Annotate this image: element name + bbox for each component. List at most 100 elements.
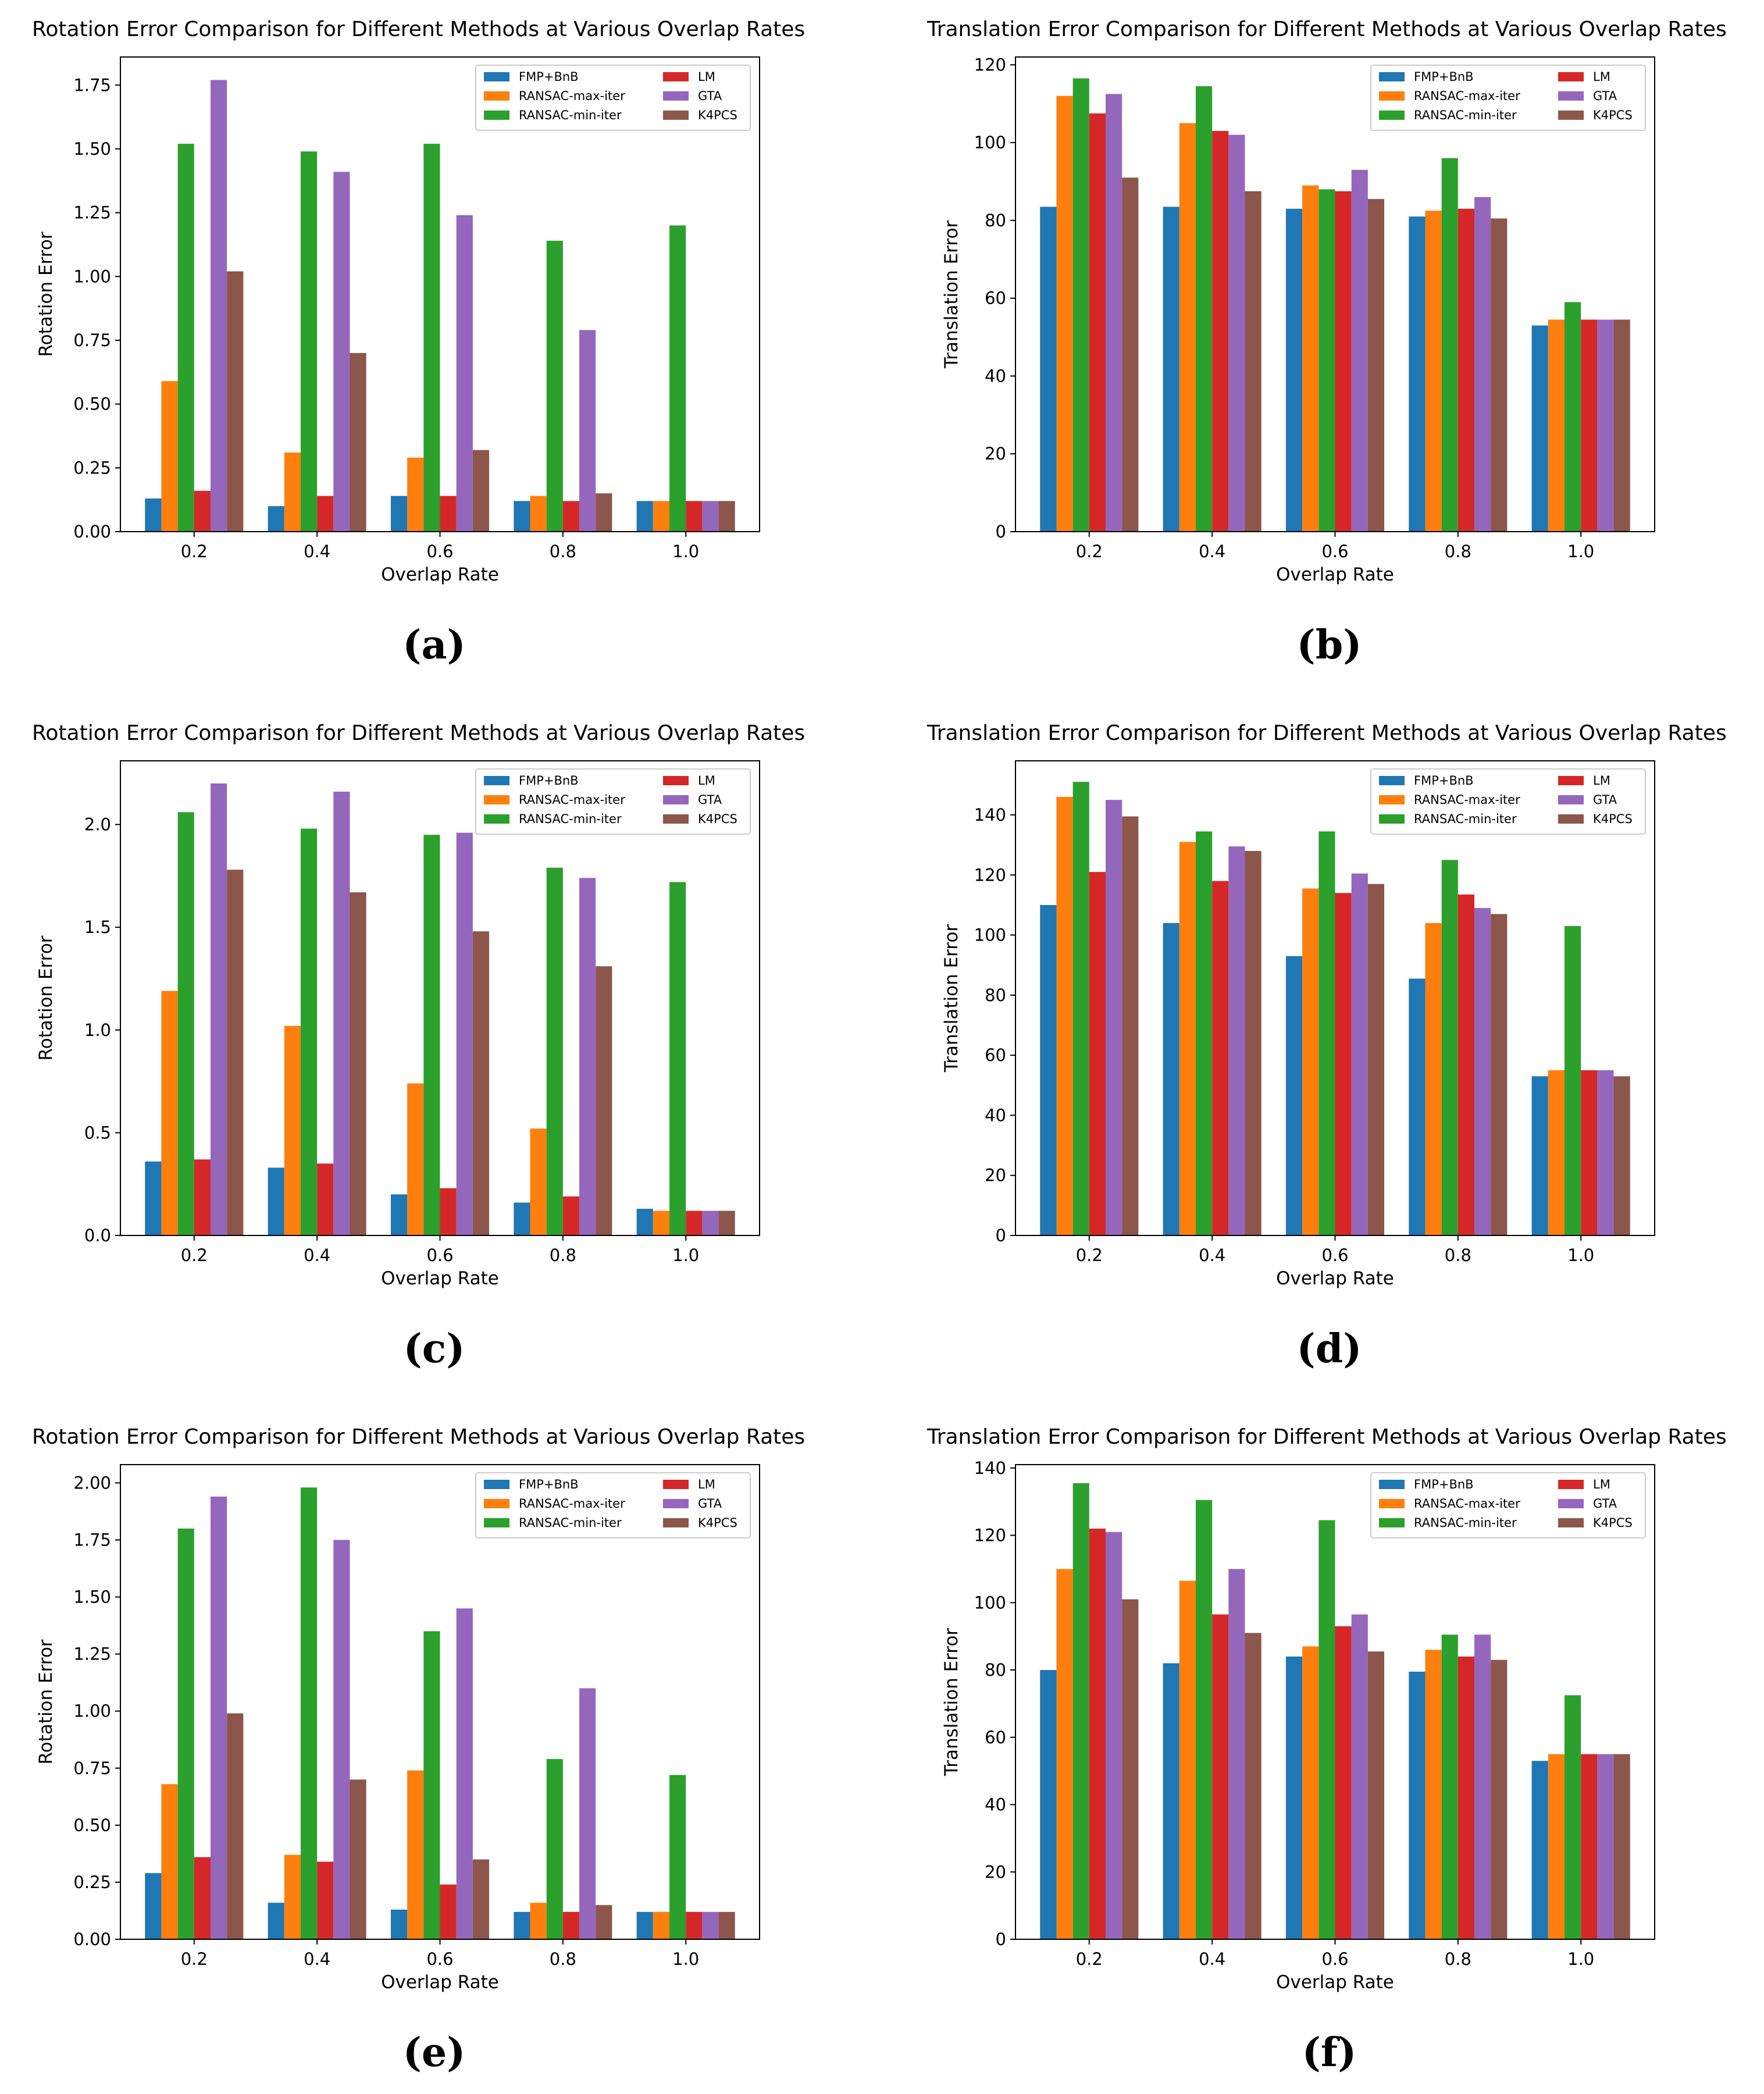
bar-k4pcs-0-8 (1491, 218, 1508, 532)
bar-fmp-bnb-0-8 (1409, 1671, 1426, 1939)
legend-label: K4PCS (1593, 812, 1633, 826)
legend-label: RANSAC-max-iter (1414, 1497, 1520, 1511)
bar-fmp-bnb-0-8 (1409, 978, 1426, 1235)
y-tick-label: 60 (985, 289, 1006, 308)
y-tick-label: 80 (985, 1660, 1006, 1680)
chart-panel-f: Translation Error Comparison for Differe… (926, 1425, 1727, 2076)
bar-ransac-max-iter-1-0 (1548, 319, 1565, 532)
x-tick-label: 1.0 (672, 1949, 699, 1969)
x-tick-label: 1.0 (672, 1245, 699, 1265)
legend-swatch-gta (663, 795, 689, 804)
bar-ransac-max-iter-0-8 (1425, 923, 1442, 1235)
bar-lm-0-2 (1089, 872, 1106, 1235)
legend-label: GTA (698, 793, 722, 807)
bar-lm-0-8 (562, 1196, 580, 1235)
bar-ransac-min-iter-0-8 (546, 867, 563, 1235)
x-tick-label: 0.4 (304, 1245, 330, 1265)
bar-lm-0-2 (1089, 1528, 1106, 1939)
legend-swatch-ransac-min-iter (1379, 1518, 1405, 1527)
bar-ransac-max-iter-1-0 (653, 501, 670, 532)
bar-ransac-max-iter-0-4 (1179, 842, 1196, 1235)
bar-fmp-bnb-0-6 (390, 1910, 408, 1939)
bar-k4pcs-1-0 (718, 1911, 735, 1939)
bar-fmp-bnb-0-6 (390, 1194, 408, 1235)
legend-label: RANSAC-max-iter (519, 1497, 625, 1511)
legend-swatch-lm (663, 72, 689, 81)
legend-swatch-ransac-min-iter (1379, 111, 1405, 120)
chart-panel-d: Translation Error Comparison for Differe… (926, 721, 1727, 1372)
panel-caption: (a) (402, 622, 465, 668)
bar-fmp-bnb-0-4 (1163, 923, 1179, 1235)
legend-swatch-k4pcs (663, 111, 689, 120)
y-tick-label: 60 (985, 1045, 1006, 1065)
bar-lm-0-6 (1335, 191, 1352, 532)
legend-label: RANSAC-min-iter (519, 812, 622, 826)
bar-lm-0-8 (1457, 894, 1475, 1235)
panel-caption: (f) (1302, 2029, 1357, 2076)
bar-k4pcs-0-6 (472, 931, 490, 1235)
y-tick-label: 80 (985, 985, 1006, 1005)
legend-label: RANSAC-max-iter (519, 793, 625, 807)
y-axis-label: Translation Error (941, 220, 962, 369)
panel-caption: (d) (1297, 1326, 1362, 1372)
panel-caption: (c) (404, 1326, 465, 1372)
bar-fmp-bnb-1-0 (1531, 325, 1548, 532)
y-tick-label: 120 (974, 55, 1006, 74)
legend-label: RANSAC-min-iter (1414, 1516, 1517, 1530)
legend-swatch-gta (663, 91, 689, 101)
x-tick-label: 1.0 (1567, 1949, 1594, 1969)
legend-swatch-ransac-max-iter (1379, 795, 1405, 804)
bar-ransac-min-iter-1-0 (1565, 302, 1581, 532)
chart-title: Translation Error Comparison for Differe… (926, 1425, 1727, 1449)
legend-label: RANSAC-min-iter (1414, 812, 1517, 826)
chart-title: Rotation Error Comparison for Different … (32, 17, 805, 41)
bar-ransac-max-iter-0-4 (284, 1854, 301, 1939)
bar-ransac-min-iter-0-2 (177, 812, 194, 1235)
bar-ransac-max-iter-0-6 (407, 457, 424, 532)
bar-gta-0-2 (1105, 94, 1122, 532)
legend-label: K4PCS (698, 812, 737, 826)
bar-k4pcs-0-8 (1491, 1659, 1508, 1939)
bar-k4pcs-0-4 (350, 352, 366, 532)
bar-fmp-bnb-0-6 (390, 496, 408, 532)
bar-k4pcs-0-4 (350, 1779, 366, 1939)
legend-label: GTA (698, 1497, 722, 1511)
legend-label: FMP+BnB (1414, 70, 1474, 84)
y-tick-label: 40 (985, 1105, 1006, 1125)
bar-gta-0-8 (1474, 1634, 1491, 1939)
bar-ransac-min-iter-0-2 (1072, 78, 1089, 532)
legend-label: GTA (1593, 1497, 1617, 1511)
y-tick-label: 0.5 (84, 1123, 111, 1142)
bar-k4pcs-0-6 (472, 450, 490, 532)
x-tick-label: 0.4 (304, 1949, 330, 1969)
bar-ransac-max-iter-0-8 (530, 1903, 547, 1939)
x-tick-label: 0.6 (1321, 1245, 1348, 1265)
bar-lm-0-4 (1212, 131, 1229, 532)
chart-title: Rotation Error Comparison for Different … (32, 721, 805, 745)
x-tick-label: 1.0 (1567, 1245, 1594, 1265)
bar-ransac-min-iter-0-8 (1441, 1634, 1458, 1939)
panel-caption: (e) (403, 2029, 466, 2076)
bar-ransac-max-iter-1-0 (1548, 1754, 1565, 1939)
y-tick-label: 0.50 (73, 394, 111, 414)
legend: FMP+BnB RANSAC-max-iter RANSAC-min-iter LM G… (475, 768, 751, 835)
legend-label: RANSAC-min-iter (519, 1516, 622, 1530)
axes-frame (120, 1464, 760, 1940)
bar-ransac-min-iter-0-2 (177, 1528, 194, 1939)
legend-swatch-lm (1558, 1480, 1584, 1489)
bar-lm-0-4 (317, 496, 334, 532)
x-tick-label: 0.6 (426, 542, 453, 561)
y-tick-label: 0.25 (73, 458, 111, 478)
legend: FMP+BnB RANSAC-max-iter RANSAC-min-iter LM G… (475, 65, 751, 131)
legend-label: LM (698, 70, 715, 84)
legend-label: LM (698, 1477, 715, 1491)
legend: FMP+BnB RANSAC-max-iter RANSAC-min-iter LM G… (475, 1472, 751, 1539)
bar-fmp-bnb-0-4 (1163, 1663, 1179, 1939)
bar-ransac-max-iter-1-0 (653, 1911, 670, 1939)
x-tick-label: 0.8 (550, 542, 576, 561)
y-tick-label: 1.50 (73, 139, 111, 159)
chart-panel-a: Rotation Error Comparison for Different … (32, 17, 805, 668)
bar-ransac-min-iter-0-4 (300, 1487, 318, 1939)
panel-caption: (b) (1297, 622, 1362, 668)
axes-frame (120, 760, 760, 1236)
